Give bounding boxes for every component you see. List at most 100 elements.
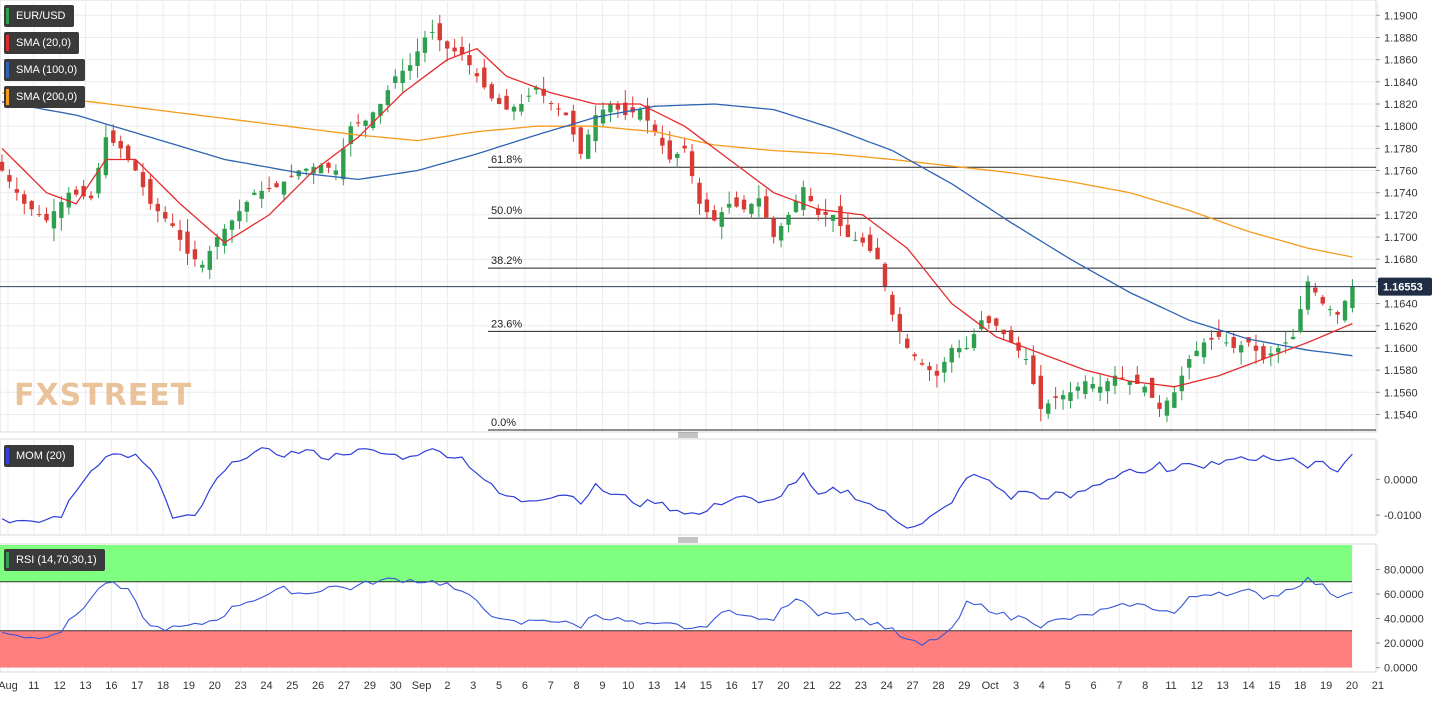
candle-body [897,314,903,332]
rsi-oversold-band [0,630,1352,668]
candle-body [496,97,502,105]
candle-body [452,47,457,52]
candle-body [971,334,977,349]
candle-body [771,218,776,238]
x-tick-label: Oct [982,680,999,692]
candle-body [437,23,442,41]
x-tick-label: 28 [932,680,944,692]
candle-body [44,213,49,221]
x-tick-label: 27 [338,680,350,692]
candle-body [1068,392,1073,401]
candle-body [1224,342,1229,344]
candle-body [185,231,190,254]
legend-sma100[interactable]: SMA (100,0) [4,59,86,81]
legend-sma200[interactable]: SMA (200,0) [4,86,86,108]
fib-level-label: 61.8% [491,154,522,166]
candle-body [741,199,747,210]
sma100-line [1,101,1353,357]
candle-body [534,87,539,90]
legend-rsi[interactable]: RSI (14,70,30,1) [4,549,105,571]
x-tick-label: 14 [1242,680,1254,692]
rsi-tick-label: 20.0000 [1384,638,1424,650]
candle-body [816,208,821,215]
candle-body [385,90,391,106]
candle-body [585,134,591,159]
candle-body [289,175,294,177]
candle-body [1149,377,1155,398]
legend-symbol-label: EUR/USD [16,10,66,22]
candle-body [36,214,42,216]
x-tick-label: 20 [1346,680,1358,692]
candle-body [7,175,12,182]
candle-body [192,249,198,260]
legend-sma20[interactable]: SMA (20,0) [4,32,80,54]
mom-pane [0,438,1377,536]
candle-body [823,211,828,215]
candle-body [103,137,109,176]
fib-level-label: 38.2% [491,255,522,267]
candle-body [133,160,138,171]
y-tick-label: 1.1860 [1384,55,1418,67]
price-pane [0,0,1377,433]
candle-body [281,181,287,195]
fib-level-label: 50.0% [491,205,522,217]
rsi-line [1,576,1353,646]
candle-body [163,212,168,219]
candle-body [882,263,888,287]
candle-body [1164,400,1170,416]
x-tick-label: 6 [1090,680,1096,692]
y-tick-label: 1.1540 [1384,409,1418,421]
candle-body [222,228,227,246]
candle-body [489,84,494,99]
candle-body [1120,377,1125,379]
legend-mom[interactable]: MOM (20) [4,445,74,467]
y-tick-label: 1.1640 [1384,299,1418,311]
legend-sma200-label: SMA (200,0) [16,91,78,103]
candle-body [1127,381,1133,385]
y-tick-label: 1.1880 [1384,32,1418,44]
fib-level-label: 0.0% [491,417,516,429]
candle-body [474,73,480,77]
x-tick-label: 5 [496,680,502,692]
candle-body [1060,395,1066,400]
candle-body [675,153,680,158]
candle-body [956,347,962,353]
candle-body [88,195,94,199]
y-tick-label: 1.1800 [1384,121,1418,133]
candle-body [74,189,79,195]
legend-symbol[interactable]: EUR/USD [4,5,74,27]
y-tick-label: 1.1680 [1384,254,1418,266]
candle-body [1231,337,1236,348]
candle-body [1031,355,1036,384]
candle-body [1097,386,1103,393]
candle-body [1001,329,1006,335]
candle-body [200,264,205,268]
candle-body [370,112,376,129]
candle-body [393,76,398,83]
watermark-street: STREET [59,378,193,413]
candle-body [326,162,331,168]
candle-body [1053,396,1058,398]
x-tick-label: 15 [700,680,712,692]
legend-rsi-label: RSI (14,70,30,1) [16,554,97,566]
candle-body [801,187,806,210]
x-tick-label: 9 [599,680,605,692]
candle-body [667,140,672,160]
candle-body [148,179,153,204]
x-tick-label: 24 [881,680,893,692]
candle-body [363,120,368,126]
candle-body [1290,336,1296,340]
x-tick-label: 11 [1165,680,1176,692]
candle-body [1016,342,1021,351]
candle-body [519,104,524,112]
y-tick-label: 1.1760 [1384,166,1418,178]
candle-body [778,225,784,241]
y-tick-label: 1.1720 [1384,210,1418,222]
candle-body [1327,309,1333,311]
y-tick-label: 1.1620 [1384,321,1418,333]
candle-body [1276,347,1281,353]
x-tick-label: Aug [0,680,18,692]
candle-body [504,95,509,110]
legend-sma200-swatch [6,89,9,105]
x-tick-label: 3 [1013,680,1019,692]
